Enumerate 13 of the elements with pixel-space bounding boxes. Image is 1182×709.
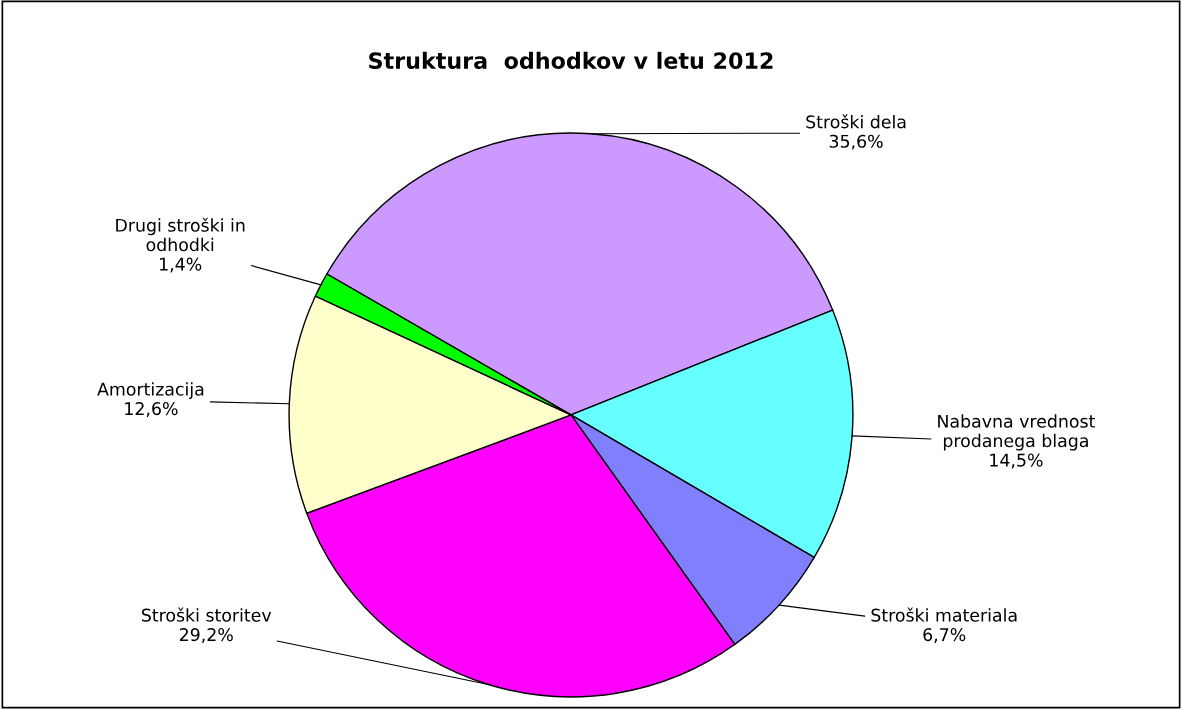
slice-label: Stroški storitev — [141, 607, 272, 622]
slice-label: Nabavna vrednost prodanega blaga — [938, 414, 1095, 451]
slice-label: Drugi stroški in odhodki — [116, 217, 245, 252]
slice-label: Stroški materiala — [871, 607, 1017, 622]
data-label: 14,5% — [990, 453, 1043, 469]
data-label: 1,4% — [160, 257, 202, 273]
data-label: 35,6% — [829, 134, 883, 150]
data-label: 6,7% — [923, 628, 966, 643]
data-label: 12,6% — [125, 402, 178, 417]
slice-label: Amortizacija — [97, 382, 204, 400]
slice-label: Stroški dela — [806, 114, 906, 129]
data-label: 29,2% — [179, 628, 233, 643]
chart-title: Struktura odhodkov v letu 2012 — [369, 51, 773, 70]
